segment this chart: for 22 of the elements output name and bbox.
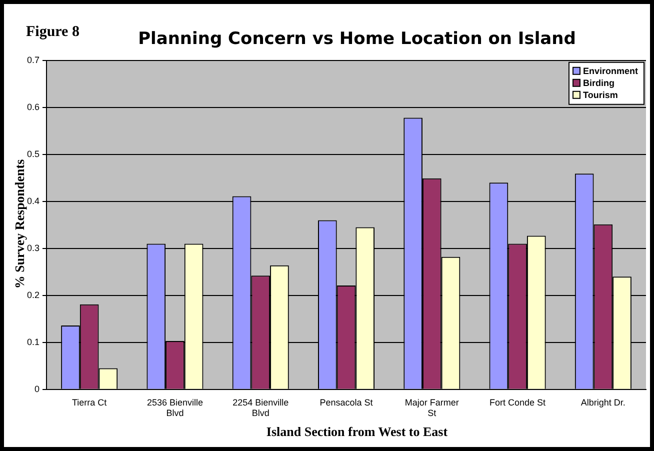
y-tick-label: 0.5 xyxy=(26,148,40,159)
x-tick-label: Fort Conde St xyxy=(490,397,546,408)
x-tick-label: Albright Dr. xyxy=(580,397,626,408)
x-tick-label: 2254 Bienville Blvd xyxy=(232,397,289,418)
y-tick-label: 0.1 xyxy=(26,336,40,347)
x-tick-label: Tierra Ct xyxy=(72,397,108,408)
x-tick-label: Pensacola St xyxy=(320,397,374,408)
y-tick-label: 0.4 xyxy=(26,196,40,206)
legend-label: Environment xyxy=(582,66,638,76)
x-tick-label: Major Farmer St xyxy=(404,397,459,418)
legend-label: Birding xyxy=(582,78,614,88)
legend-label: Tourism xyxy=(582,90,618,100)
caption: Figure 8 xyxy=(26,24,80,41)
y-axis-title: % Survey Respondents xyxy=(12,159,27,289)
x-tick-label: 2536 Bienville Blvd xyxy=(146,397,203,418)
y-tick-label: 0.6 xyxy=(26,102,40,112)
x-axis-title: Island Section from West to East xyxy=(265,424,449,440)
chart-title: Planning Concern vs Home Location on Island xyxy=(138,29,576,49)
y-tick-label: 0 xyxy=(34,384,40,394)
y-tick-label: 0.7 xyxy=(26,54,40,65)
y-tick-label: 0.2 xyxy=(26,290,40,300)
y-tick-label: 0.3 xyxy=(26,242,40,253)
